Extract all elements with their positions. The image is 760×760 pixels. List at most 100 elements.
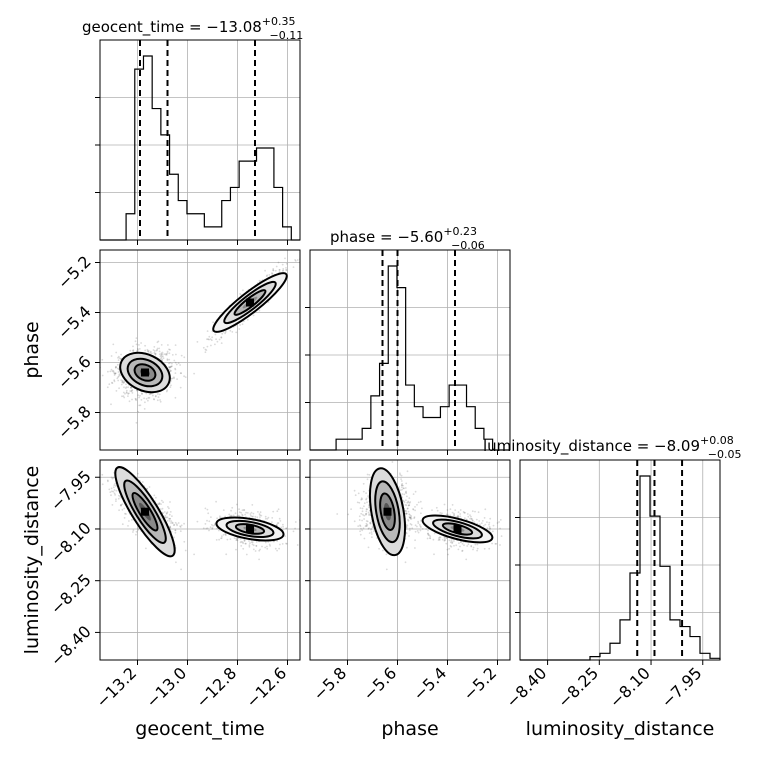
sample-point [121,395,123,398]
sample-point [183,375,186,378]
contour-line [223,280,277,325]
sample-point [228,513,231,516]
sample-point [140,399,143,401]
sample-point [276,522,279,525]
y-tick-label: −5.4 [54,302,95,343]
sample-point [173,376,175,379]
sample-point [158,393,161,396]
sample-point [473,521,476,524]
sample-point [159,399,162,401]
sample-point [224,332,227,335]
sample-point [144,401,146,404]
sample-point [155,349,158,352]
x-tick-label: −8.10 [606,663,654,711]
sample-point [439,536,441,538]
sample-point [412,508,415,511]
sample-point [216,340,219,343]
sample-point [282,270,284,272]
sample-point [462,511,465,513]
sample-point [405,492,408,495]
sample-point [137,528,140,531]
y-tick-label: −5.8 [54,402,95,443]
sample-point [243,320,245,323]
sample-point [365,492,367,494]
sample-point [250,514,252,517]
sample-point [481,520,484,522]
sample-point [267,541,270,543]
ylabel-luminosity-distance: luminosity_distance [21,466,43,655]
sample-point [408,529,411,532]
sample-point [162,501,165,504]
sample-point [429,537,432,540]
xlabel-geocent-time: geocent_time [135,718,264,740]
sample-point [108,383,111,386]
sample-point [205,349,208,351]
sample-point [471,519,474,521]
sample-point [258,558,260,561]
sample-point [382,549,384,552]
sample-point [414,506,416,508]
sample-point [119,504,122,506]
sample-point [158,502,161,504]
sample-point [453,540,455,542]
panel-geocent_time-vs-luminosity_distance: −13.2 −13.0 −12.8 −12.6 −8.40−8.25−8.10−7.95 [47,459,301,711]
sample-point [453,514,455,517]
sample-point [204,507,207,510]
sample-point [153,350,156,352]
sample-point [108,488,111,491]
histogram-geocent_time [100,55,300,241]
sample-point [180,372,183,375]
sample-point [255,544,258,547]
sample-point [369,522,371,524]
sample-point [275,523,278,526]
sample-point [276,549,278,552]
title-geocent-time: geocent_time = −13.08+0.35 −0.11 [82,15,303,42]
sample-point [115,366,117,369]
sample-point [234,512,237,515]
sample-point [164,517,167,519]
sample-point [137,349,140,351]
contour-line [234,523,266,535]
sample-point [244,513,247,516]
sample-point [483,517,486,519]
sample-point [174,531,177,534]
sample-point [134,340,137,343]
sample-point [446,548,449,551]
sample-point [162,355,164,358]
sample-point [224,534,227,537]
sample-point [416,530,419,532]
sample-point [235,537,238,540]
sample-point [465,518,468,521]
sample-point [365,520,368,522]
sample-point [138,348,141,350]
sample-point [130,386,132,389]
hist-panel-luminosity_distance: −8.40 −8.25 −8.10 −7.95 [502,459,721,711]
sample-point [162,357,165,360]
sample-point [123,380,126,383]
sample-point [445,542,448,545]
sample-point [292,530,295,533]
sample-point [285,267,287,269]
sample-point [113,374,116,376]
sample-point [420,526,422,529]
sample-point [242,542,245,545]
sample-point [169,348,171,351]
sample-point [271,272,274,275]
sample-point [285,269,288,272]
sample-point [449,514,452,517]
sample-point [406,524,409,527]
sample-point [101,374,104,377]
sample-point [112,486,115,489]
sample-point [174,529,177,532]
sample-point [208,335,211,338]
sample-point [365,498,367,501]
sample-point [406,546,408,549]
sample-point [107,370,109,373]
sample-point [239,324,242,326]
sample-point [219,516,222,519]
sample-point [211,336,214,339]
sample-point [173,377,175,380]
sample-point [259,511,262,514]
title-luminosity-distance: luminosity_distance = −8.09+0.08 −0.05 [483,434,741,461]
sample-point [220,336,223,339]
